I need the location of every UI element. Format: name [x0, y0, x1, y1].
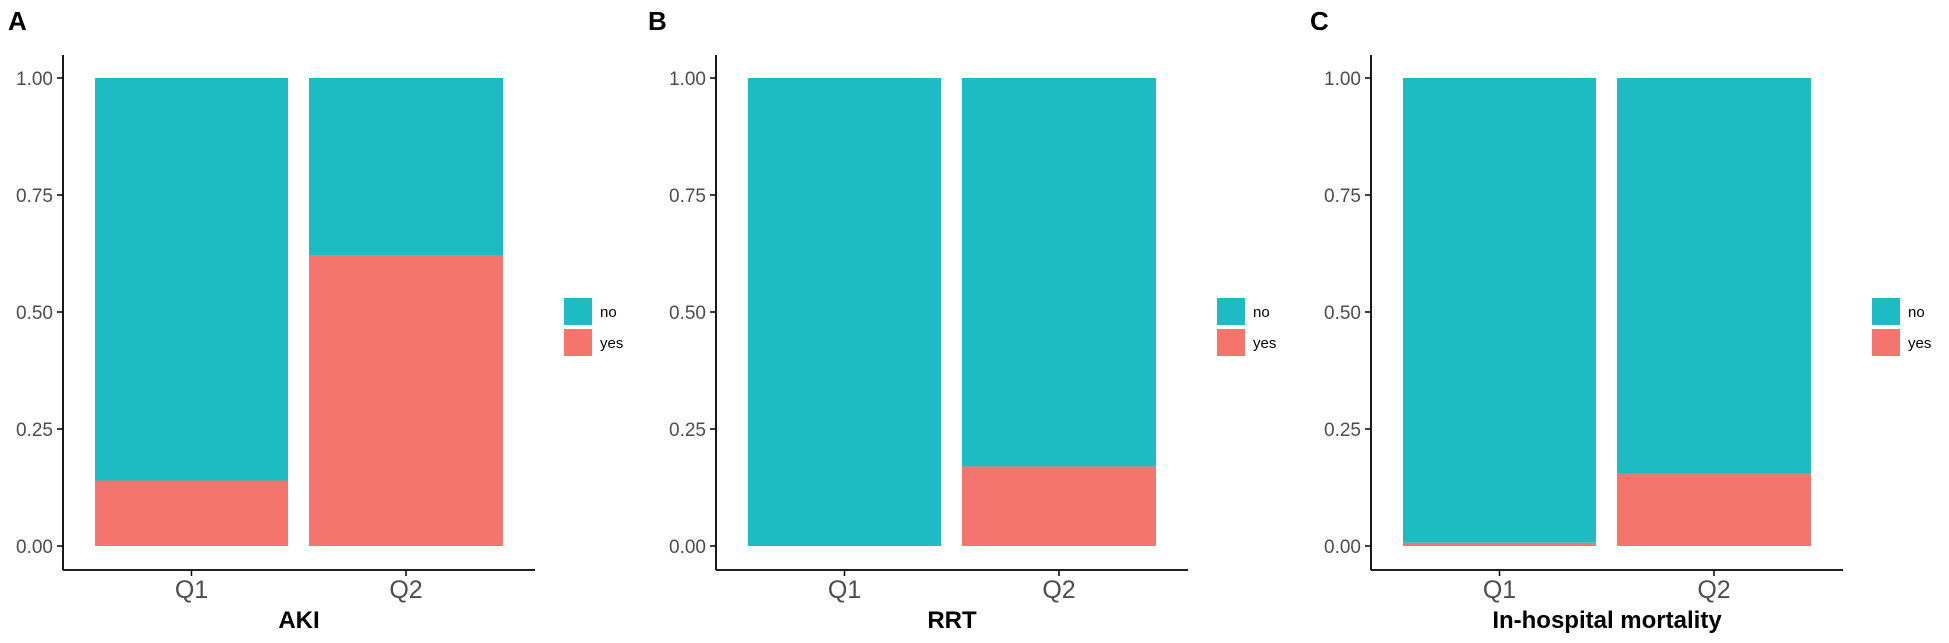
bar-q2-no — [962, 78, 1156, 467]
y-tick-label: 0.75 — [669, 186, 706, 207]
bar-q1-no — [95, 78, 288, 481]
y-tick-label: 0.75 — [16, 186, 53, 207]
x-tick-label: Q2 — [1042, 576, 1075, 604]
legend-key-yes — [564, 329, 592, 356]
x-axis-title: RRT — [927, 607, 977, 634]
panel-c: C Q1 Q2 0.00 0.25 0.50 0.75 1.00 In-hospital mor… — [1310, 6, 1931, 634]
y-tick-label: 0.50 — [669, 303, 706, 324]
legend-label: no — [1253, 304, 1270, 321]
legend-label: no — [600, 304, 617, 321]
x-tick-label: Q1 — [1483, 576, 1516, 604]
bar-q2-no — [1617, 78, 1811, 474]
bar-q2-no — [309, 78, 503, 256]
panel-a: A Q1 Q2 0.00 0.25 0.50 0.75 1.00 AKI no yes — [8, 6, 623, 634]
y-tick-label: 0.50 — [16, 303, 53, 324]
legend-key-yes — [1217, 329, 1245, 356]
x-axis-title: AKI — [278, 607, 319, 634]
panel-letter: B — [648, 6, 667, 36]
panel-letter: C — [1310, 6, 1329, 36]
bar-q1-yes — [1403, 542, 1596, 546]
legend-key-no — [1872, 298, 1900, 325]
legend-label: yes — [600, 335, 623, 352]
y-tick-label: 1.00 — [16, 69, 53, 90]
bar-q2-yes — [309, 255, 503, 546]
legend-label: yes — [1253, 335, 1276, 352]
legend-key-no — [1217, 298, 1245, 325]
y-tick-label: 0.75 — [1324, 186, 1361, 207]
bar-q1-yes — [95, 480, 288, 546]
x-axis-title: In-hospital mortality — [1492, 607, 1722, 634]
legend-label: yes — [1908, 335, 1931, 352]
y-tick-label: 1.00 — [669, 69, 706, 90]
bar-q1-no — [748, 78, 941, 546]
y-tick-label: 0.50 — [1324, 303, 1361, 324]
y-tick-label: 0.25 — [1324, 420, 1361, 441]
legend-key-yes — [1872, 329, 1900, 356]
x-tick-label: Q1 — [175, 576, 208, 604]
y-tick-label: 0.00 — [669, 537, 706, 558]
y-tick-label: 0.25 — [16, 420, 53, 441]
bar-q2-yes — [1617, 473, 1811, 546]
y-tick-label: 0.00 — [1324, 537, 1361, 558]
legend: no yes — [1872, 298, 1931, 356]
x-tick-label: Q2 — [1697, 576, 1730, 604]
bar-q1-no — [1403, 78, 1596, 543]
x-tick-label: Q1 — [828, 576, 861, 604]
legend-key-no — [564, 298, 592, 325]
y-tick-label: 1.00 — [1324, 69, 1361, 90]
legend-label: no — [1908, 304, 1925, 321]
x-tick-label: Q2 — [389, 576, 422, 604]
legend: no yes — [1217, 298, 1276, 356]
panel-b: B Q1 Q2 0.00 0.25 0.50 0.75 1.00 RRT no yes — [648, 6, 1276, 634]
y-tick-label: 0.25 — [669, 420, 706, 441]
legend: no yes — [564, 298, 623, 356]
y-tick-label: 0.00 — [16, 537, 53, 558]
bar-q2-yes — [962, 466, 1156, 546]
panel-letter: A — [8, 6, 27, 36]
